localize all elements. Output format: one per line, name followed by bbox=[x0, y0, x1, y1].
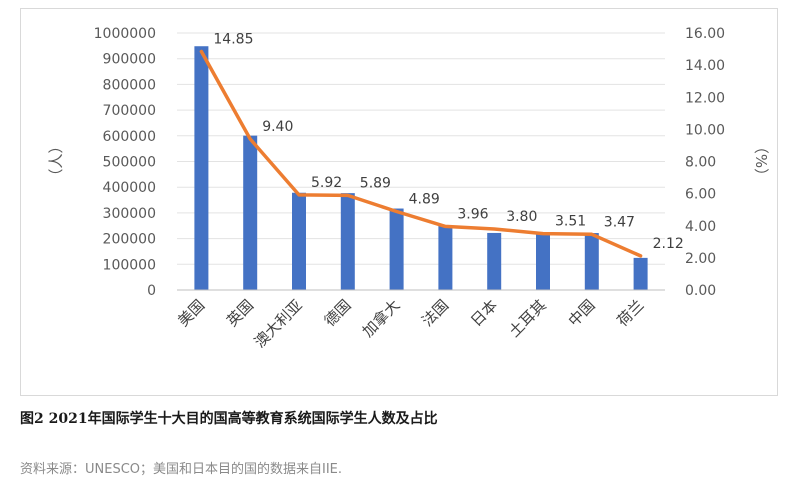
percent-line bbox=[199, 49, 643, 258]
right-tick-label: 10.00 bbox=[685, 122, 725, 138]
right-axis-title: （%） bbox=[752, 139, 770, 183]
figure-caption: 图2 2021年国际学生十大目的国高等教育系统国际学生人数及占比 bbox=[20, 411, 438, 427]
data-label: 9.40 bbox=[262, 119, 293, 135]
left-tick-label: 700000 bbox=[103, 103, 156, 119]
bar bbox=[536, 232, 550, 290]
chart-frame: 0 100000 200000 300000 400000 500000 600000 700… bbox=[20, 8, 778, 396]
data-label: 3.96 bbox=[457, 206, 488, 222]
left-tick-label: 900000 bbox=[103, 52, 156, 68]
bar bbox=[292, 192, 306, 290]
data-label: 3.80 bbox=[506, 209, 537, 225]
combo-chart: 0 100000 200000 300000 400000 500000 600000 700… bbox=[47, 26, 770, 351]
left-tick-label: 1000000 bbox=[94, 26, 156, 42]
right-tick-label: 16.00 bbox=[685, 26, 725, 42]
left-tick-label: 100000 bbox=[103, 257, 156, 273]
bar bbox=[243, 135, 258, 290]
left-tick-label: 600000 bbox=[103, 129, 156, 145]
data-label: 3.47 bbox=[604, 214, 635, 230]
category-label: 荷兰 bbox=[613, 296, 647, 330]
left-axis-title: （人） bbox=[47, 138, 65, 183]
bar bbox=[389, 208, 404, 290]
right-tick-label: 6.00 bbox=[685, 187, 716, 203]
bar bbox=[633, 257, 648, 290]
right-tick-label: 14.00 bbox=[685, 58, 725, 74]
bar bbox=[487, 232, 502, 290]
right-tick-label: 4.00 bbox=[685, 219, 716, 235]
bar bbox=[438, 225, 453, 290]
right-tick-label: 8.00 bbox=[685, 155, 716, 171]
left-tick-label: 0 bbox=[147, 283, 156, 299]
right-tick-label: 2.00 bbox=[685, 251, 716, 267]
source-note: 资料来源：UNESCO；美国和日本目的国的数据来自IIE. bbox=[20, 462, 343, 477]
category-label: 澳大利亚 bbox=[251, 296, 306, 351]
left-tick-label: 500000 bbox=[103, 155, 156, 171]
data-label: 5.92 bbox=[311, 175, 342, 191]
category-label: 法国 bbox=[418, 296, 452, 330]
category-label: 土耳其 bbox=[505, 296, 550, 341]
category-label: 日本 bbox=[467, 296, 501, 330]
category-label: 美国 bbox=[174, 296, 208, 330]
bar bbox=[340, 193, 355, 290]
category-label: 德国 bbox=[321, 296, 355, 330]
left-tick-label: 800000 bbox=[103, 77, 156, 93]
category-label: 英国 bbox=[223, 296, 257, 330]
left-tick-label: 300000 bbox=[103, 206, 156, 222]
category-label: 加拿大 bbox=[359, 296, 404, 341]
bar bbox=[584, 233, 599, 290]
right-tick-label: 0.00 bbox=[685, 283, 716, 299]
bar bbox=[194, 46, 209, 290]
data-label: 2.12 bbox=[653, 236, 684, 252]
data-label: 3.51 bbox=[555, 214, 586, 230]
data-label: 14.85 bbox=[213, 31, 253, 47]
left-tick-label: 400000 bbox=[103, 180, 156, 196]
data-label: 4.89 bbox=[409, 191, 440, 207]
data-label: 5.89 bbox=[360, 175, 391, 191]
left-tick-label: 200000 bbox=[103, 232, 156, 248]
category-label: 中国 bbox=[565, 296, 599, 330]
right-tick-label: 12.00 bbox=[685, 90, 725, 106]
